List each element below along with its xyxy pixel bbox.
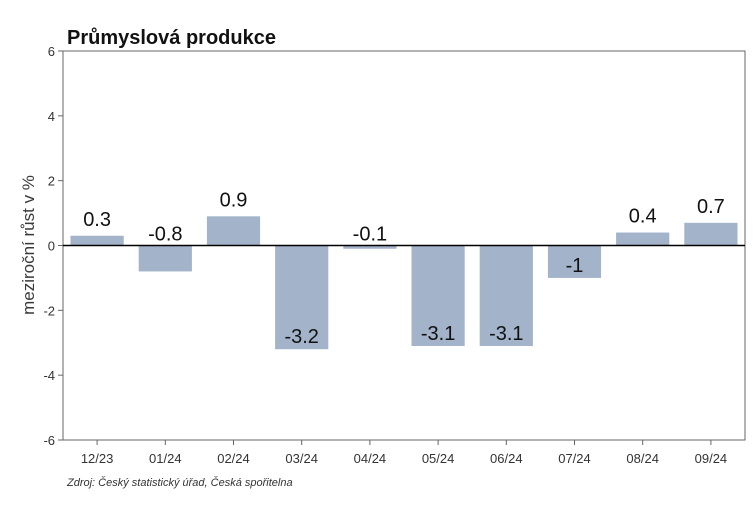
data-label: -3.1 xyxy=(421,323,455,345)
y-tick-label: 4 xyxy=(48,109,55,124)
y-tick-label: -6 xyxy=(43,433,55,448)
x-tick-label: 12/23 xyxy=(81,451,114,466)
bar-08-24 xyxy=(616,232,670,246)
x-tick-label: 04/24 xyxy=(354,451,387,466)
bar-06-24 xyxy=(479,245,533,346)
bar-04-24 xyxy=(343,245,397,249)
bar-12-23 xyxy=(70,235,124,246)
bar-09-24 xyxy=(684,222,738,246)
y-axis-label: meziroční růst v % xyxy=(19,175,38,315)
x-axis: 12/23 01/24 02/24 03/24 04/24 05/24 06/24 07/24… xyxy=(81,440,727,466)
data-label: -3.2 xyxy=(284,326,318,348)
data-label: -0.8 xyxy=(148,224,182,246)
bar-01-24 xyxy=(138,245,192,272)
source-note: Zdroj: Český statistický úřad, Česká spo… xyxy=(66,476,293,489)
x-tick-label: 08/24 xyxy=(626,451,659,466)
y-tick-label: 2 xyxy=(48,174,55,189)
x-tick-label: 07/24 xyxy=(558,451,591,466)
x-tick-label: 01/24 xyxy=(149,451,182,466)
y-tick-label: -2 xyxy=(43,303,55,318)
bar-07-24 xyxy=(547,245,602,278)
chart-title: Průmyslová produkce xyxy=(67,27,276,49)
bars xyxy=(70,216,738,350)
x-tick-label: 05/24 xyxy=(422,451,455,466)
data-label: 0.9 xyxy=(220,189,248,211)
bar-03-24 xyxy=(275,245,329,350)
bar-05-24 xyxy=(411,245,465,346)
bar-02-24 xyxy=(206,216,261,246)
data-label: -3.1 xyxy=(489,323,523,345)
data-label: -0.1 xyxy=(353,224,387,246)
x-tick-label: 09/24 xyxy=(695,451,728,466)
data-label: 0.4 xyxy=(629,206,657,228)
x-tick-label: 03/24 xyxy=(285,451,318,466)
data-label: -1 xyxy=(566,255,584,277)
data-label: 0.3 xyxy=(83,209,111,231)
data-labels: 0.3 -0.8 0.9 -3.2 -0.1 -3.1 -3.1 -1 0.4 0.7 xyxy=(83,189,725,348)
x-tick-label: 06/24 xyxy=(490,451,523,466)
y-axis: -6 -4 -2 0 2 4 6 xyxy=(43,44,63,448)
data-label: 0.7 xyxy=(697,196,725,218)
y-tick-label: 6 xyxy=(48,44,55,59)
y-tick-label: 0 xyxy=(48,239,55,254)
x-tick-label: 02/24 xyxy=(217,451,250,466)
y-tick-label: -4 xyxy=(43,368,55,383)
